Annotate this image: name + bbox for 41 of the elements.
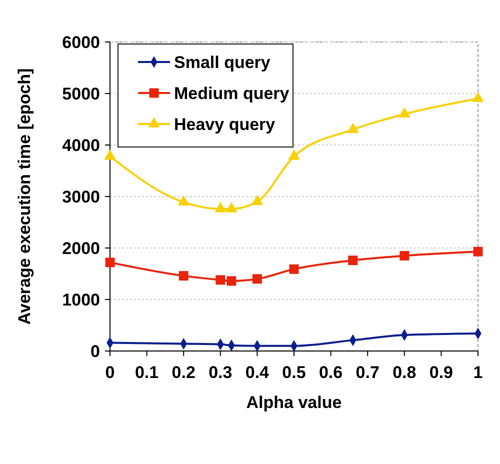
- point: [105, 258, 115, 268]
- x-tick-label: 0: [105, 363, 115, 382]
- x-tick-label: 0.1: [134, 363, 159, 382]
- x-tick-label: 0.4: [245, 363, 270, 382]
- legend-label: Heavy query: [174, 114, 276, 134]
- x-tick-label: 0.5: [282, 363, 306, 382]
- y-tick-label: 0: [90, 342, 100, 361]
- point: [288, 150, 300, 160]
- x-tick-label: 0.2: [172, 363, 196, 382]
- y-tick-label: 3000: [62, 187, 100, 206]
- point: [251, 194, 264, 206]
- point: [214, 202, 226, 212]
- point: [289, 264, 299, 274]
- y-axis-title: Average execution time [epoch]: [15, 68, 34, 325]
- y-tick-label: 2000: [62, 238, 100, 258]
- y-tick-label: 4000: [62, 136, 100, 155]
- point: [472, 92, 484, 102]
- legend-label: Small query: [174, 52, 271, 72]
- x-tick-label: 0.9: [429, 363, 454, 382]
- point: [178, 195, 190, 206]
- point: [226, 202, 238, 212]
- y-tick-label: 1000: [62, 290, 100, 310]
- x-tick-label: 0.3: [208, 363, 232, 382]
- point: [473, 246, 483, 256]
- point: [348, 256, 358, 266]
- y-tick-label: 6000: [62, 32, 100, 52]
- point: [178, 271, 188, 281]
- legend-label: Medium query: [174, 84, 290, 103]
- x-tick-label: 0.7: [356, 363, 380, 382]
- point: [398, 107, 410, 118]
- point: [104, 150, 116, 160]
- point: [216, 275, 226, 285]
- y-tick-label: 5000: [62, 84, 100, 104]
- point: [226, 276, 236, 286]
- point: [346, 122, 359, 133]
- point: [400, 250, 410, 260]
- point: [252, 274, 262, 284]
- x-tick-label: 0.6: [318, 363, 343, 382]
- x-axis-title: Alpha value: [246, 393, 342, 412]
- x-tick-label: 0.8: [392, 363, 416, 382]
- x-tick-label: 1: [473, 363, 483, 382]
